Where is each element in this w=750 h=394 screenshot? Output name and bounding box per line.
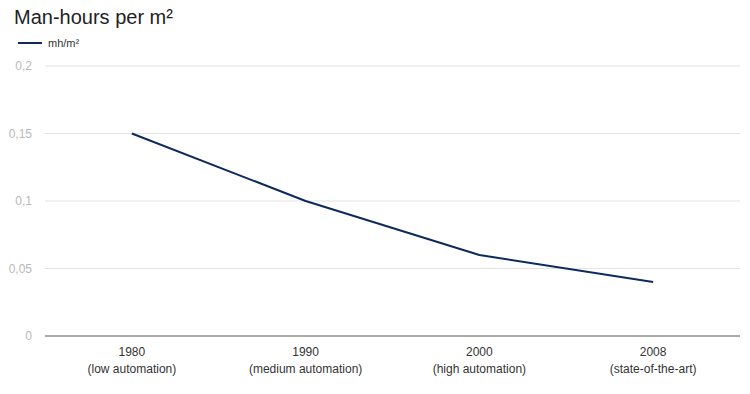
grid-line — [45, 268, 740, 269]
y-tick-label: 0 — [25, 329, 32, 343]
x-tick-label: 2000 (high automation) — [433, 345, 526, 376]
legend-label: mh/m² — [48, 37, 80, 49]
y-tick-label: 0,1 — [15, 194, 32, 208]
x-tick-label-line: 2000 — [466, 345, 493, 359]
grid-line — [45, 201, 740, 202]
y-tick-label: 0,05 — [9, 262, 33, 276]
x-tick-label-line: (low automation) — [88, 362, 177, 376]
chart-root: Man-hours per m² mh/m² 0 0,05 0,1 0,15 0,2 1980… — [0, 0, 750, 394]
legend-swatch — [18, 42, 42, 44]
x-tick-label-line: 2008 — [640, 345, 667, 359]
y-tick-label: 0,15 — [9, 127, 33, 141]
chart-svg: Man-hours per m² mh/m² 0 0,05 0,1 0,15 0,2 1980… — [0, 0, 750, 394]
x-tick-label: 1980 (low automation) — [88, 345, 177, 376]
chart-title: Man-hours per m² — [14, 6, 173, 28]
x-tick-label: 1990 (medium automation) — [249, 345, 362, 376]
grid-line — [45, 133, 740, 134]
legend: mh/m² — [18, 37, 80, 49]
x-tick-label-line: 1990 — [292, 345, 319, 359]
y-tick-label: 0,2 — [15, 59, 32, 73]
grid-line — [45, 66, 740, 67]
x-tick-label-line: 1980 — [119, 345, 146, 359]
x-tick-label-line: (state-of-the-art) — [610, 362, 697, 376]
baseline — [45, 336, 740, 337]
marks — [132, 134, 653, 283]
x-tick-label-line: (medium automation) — [249, 362, 362, 376]
x-tick-label: 2008 (state-of-the-art) — [610, 345, 697, 376]
x-tick-label-line: (high automation) — [433, 362, 526, 376]
series-line — [132, 134, 653, 283]
